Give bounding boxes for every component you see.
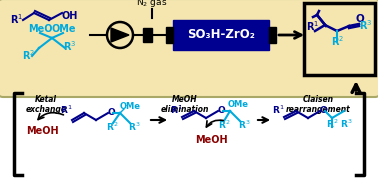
Text: OH: OH (61, 11, 77, 21)
Text: R$^3$: R$^3$ (340, 118, 353, 130)
Text: R$^2$: R$^2$ (106, 121, 118, 133)
Bar (173, 20, 269, 50)
Text: R$^3$: R$^3$ (238, 119, 251, 131)
Text: O: O (319, 106, 327, 115)
Text: R$^2$: R$^2$ (218, 119, 231, 131)
Polygon shape (111, 28, 129, 42)
Text: O: O (217, 106, 225, 115)
Text: MeOH: MeOH (195, 135, 228, 145)
Text: R$^2$: R$^2$ (331, 34, 344, 48)
Text: R$^3$: R$^3$ (63, 39, 76, 53)
FancyBboxPatch shape (0, 0, 378, 97)
Bar (269, 27, 276, 43)
Text: R$^1$: R$^1$ (272, 104, 285, 116)
Text: MeOH: MeOH (26, 126, 59, 136)
Text: R$^1$: R$^1$ (10, 12, 23, 26)
Text: MeOH
elimination: MeOH elimination (161, 95, 209, 114)
Bar (143, 28, 152, 42)
Text: N$_2$ gas: N$_2$ gas (136, 0, 168, 9)
Text: R$^1$: R$^1$ (60, 104, 73, 116)
Text: R$^2$: R$^2$ (22, 48, 35, 62)
Text: SO₃H-ZrO₂: SO₃H-ZrO₂ (187, 29, 255, 42)
Text: OMe: OMe (52, 24, 76, 34)
Text: R$^2$: R$^2$ (326, 118, 338, 130)
Text: R$^1$: R$^1$ (170, 104, 183, 116)
Text: R$^3$: R$^3$ (359, 18, 372, 32)
Text: OMe: OMe (120, 102, 141, 111)
Text: R$^3$: R$^3$ (128, 121, 141, 133)
Text: Claisen
rearrangement: Claisen rearrangement (286, 95, 350, 114)
Text: O: O (355, 14, 364, 24)
Text: R$^1$: R$^1$ (306, 19, 319, 33)
Bar (304, 3, 375, 75)
Text: O: O (107, 108, 115, 117)
Text: OMe: OMe (228, 100, 249, 109)
Text: MeO: MeO (28, 24, 53, 34)
Text: Ketal
exchange: Ketal exchange (25, 95, 67, 114)
Bar (166, 27, 173, 43)
